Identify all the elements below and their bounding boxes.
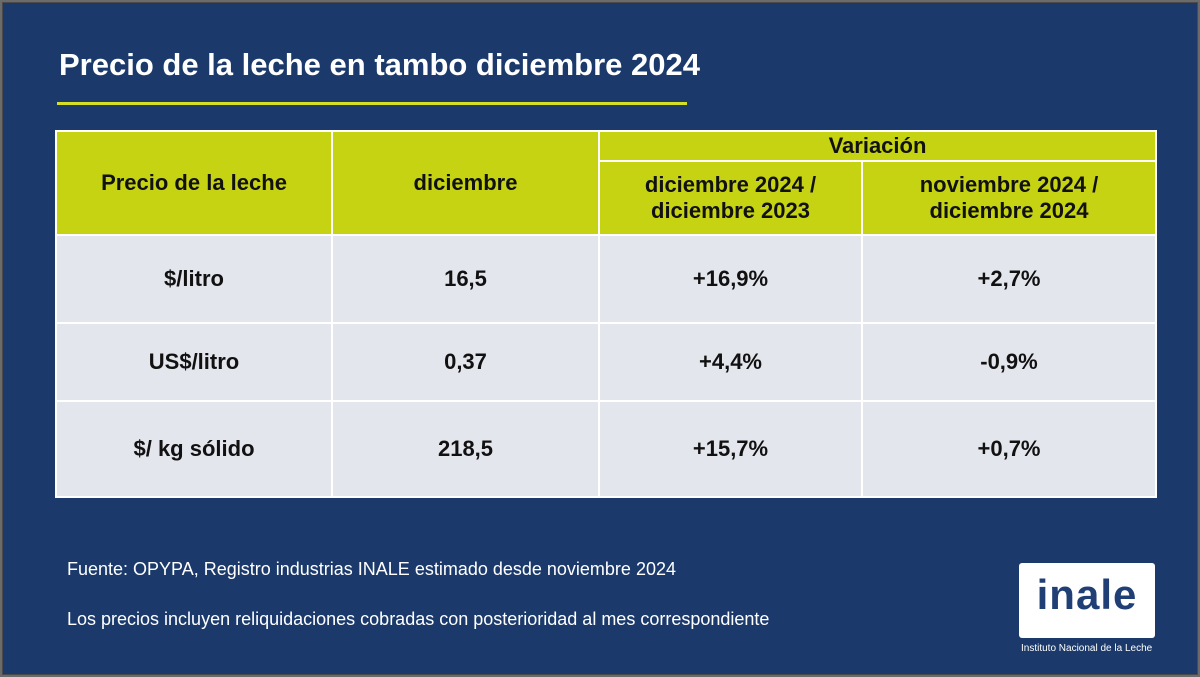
row-var-year: +15,7% (598, 400, 863, 498)
inale-logo: inale (1019, 563, 1155, 638)
row-var-year: +4,4% (598, 322, 863, 402)
row-value: 16,5 (331, 234, 600, 324)
table-row: $/ kg sólido 218,5 +15,7% +0,7% (55, 400, 1157, 498)
price-table: Precio de la leche diciembre Variación d… (55, 130, 1157, 498)
logo-wordmark: inale (1036, 571, 1138, 618)
row-value: 218,5 (331, 400, 600, 498)
row-value: 0,37 (331, 322, 600, 402)
table-row: US$/litro 0,37 +4,4% -0,9% (55, 322, 1157, 402)
row-var-month: +2,7% (861, 234, 1157, 324)
row-var-month: -0,9% (861, 322, 1157, 402)
header-var-month: noviembre 2024 / diciembre 2024 (861, 160, 1157, 236)
table-subheader-row: diciembre 2024 / diciembre 2023 noviembr… (56, 160, 1157, 236)
source-note: Fuente: OPYPA, Registro industrias INALE… (67, 559, 676, 579)
header-variation-group: Variación (598, 130, 1157, 162)
header-var-year: diciembre 2024 / diciembre 2023 (598, 160, 863, 236)
table-row: $/litro 16,5 +16,9% +2,7% (55, 234, 1157, 324)
row-label: $/ kg sólido (55, 400, 333, 498)
header-month: diciembre (331, 130, 600, 236)
page-title: Precio de la leche en tambo diciembre 20… (59, 47, 700, 82)
row-label: US$/litro (55, 322, 333, 402)
table-header-row: Precio de la leche diciembre Variación (55, 130, 1157, 236)
logo-subtitle: Instituto Nacional de la Leche (1021, 643, 1153, 654)
row-label: $/litro (55, 234, 333, 324)
row-var-month: +0,7% (861, 400, 1157, 498)
title-underline (57, 102, 687, 105)
prices-note: Los precios incluyen reliquidaciones cob… (67, 609, 770, 629)
header-price-label: Precio de la leche (55, 130, 333, 236)
row-var-year: +16,9% (598, 234, 863, 324)
